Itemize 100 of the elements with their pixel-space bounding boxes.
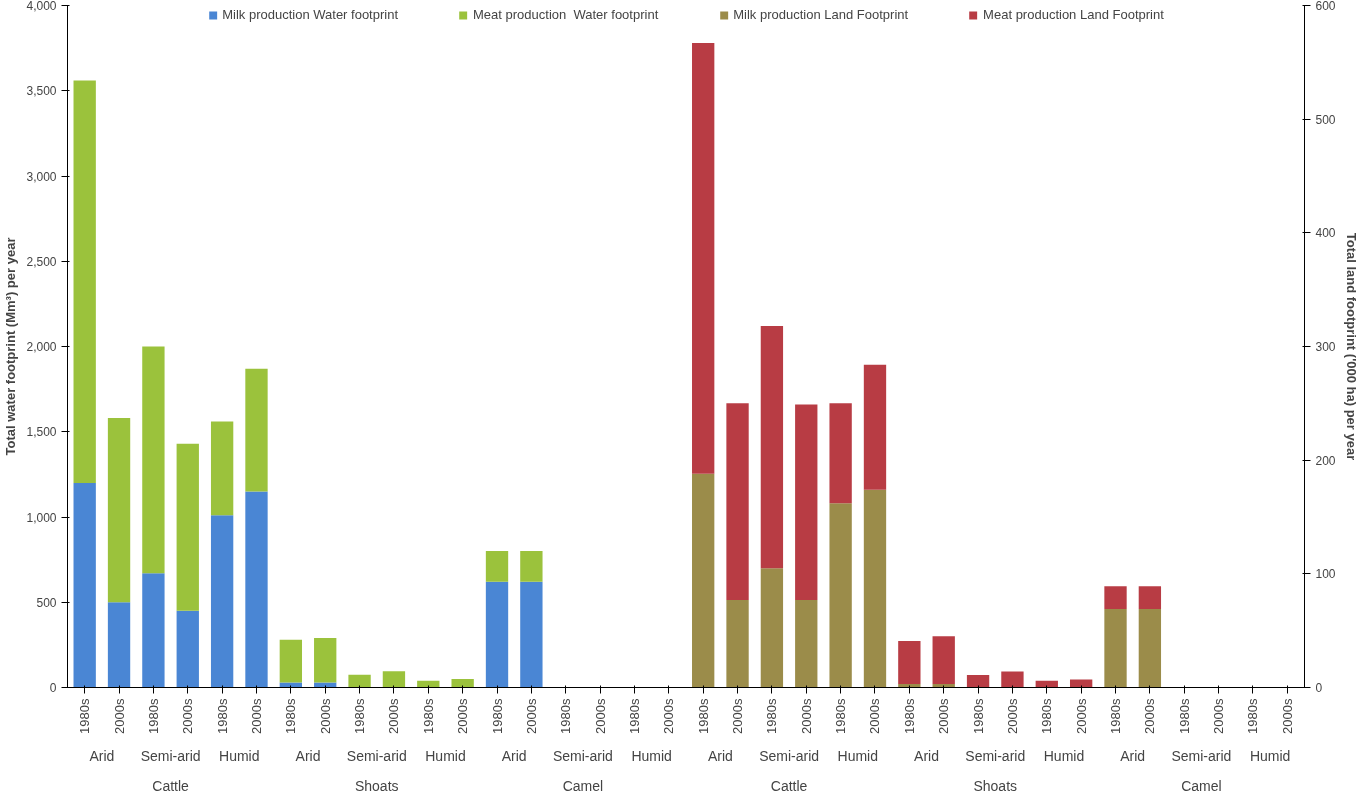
y-tick-label: 0 [49,681,57,695]
x-tick-label: 1980s [1108,698,1124,734]
bar [932,636,955,685]
text: Semi-arid [140,747,201,764]
bar [485,581,509,688]
x-tick-label: 2000s [180,698,196,734]
bar [279,639,303,683]
bar [142,573,165,688]
text: Humid [425,747,466,764]
bar [210,421,234,516]
text: Semi-arid [552,747,613,764]
bar [382,671,406,688]
x-tick-label: 2000s [1004,698,1020,734]
y2-tick-label: 200 [1315,453,1336,468]
text: Arid [1120,747,1146,764]
text: Semi-arid [759,747,820,764]
text: Arid [914,747,939,764]
x-tick-label: 1980s [77,698,93,734]
x-tick-label: 2000s [111,698,127,734]
bar [520,551,543,582]
x-tick-label: 1980s [214,698,230,734]
y2-tick-label: 100 [1315,567,1336,582]
bar [726,403,749,600]
y-tick-label: 2,000 [26,340,57,354]
text: Semi-arid [1171,747,1232,764]
bar [1138,609,1162,688]
x-tick-label: 2000s [1073,698,1089,734]
text: Semi-arid [965,747,1026,764]
bar [863,364,887,490]
text: Camel [562,777,604,794]
text: Cattle [770,777,808,794]
legend-label: Meat production Water footprint [473,7,659,22]
y2-tick-label: 300 [1315,340,1336,354]
bar [1104,586,1127,610]
bar [795,404,818,600]
x-tick-label: 1980s [833,698,849,734]
x-tick-label: 2000s [248,698,264,734]
x-tick-label: 1980s [1245,698,1261,734]
text: Humid [631,747,672,764]
bar [898,640,921,685]
y2-axis-title: Total land footprint ('000 ha) per year [1343,232,1359,461]
text: Humid [837,747,879,764]
y-tick-label: 1,000 [26,510,57,525]
y2-tick-label: 500 [1315,112,1336,127]
text: Shoats [354,777,399,794]
y-tick-label: 3,000 [26,169,57,184]
bar [451,678,474,688]
bar [795,599,818,688]
x-tick-label: 2000s [936,698,952,734]
x-tick-label: 2000s [730,698,746,734]
x-tick-label: 2000s [386,698,402,734]
x-tick-label: 1980s [420,698,436,734]
bar [829,503,852,688]
text: Camel [1181,777,1222,794]
bar [692,473,715,688]
y-tick-label: 1,500 [26,425,57,440]
bar [348,674,371,688]
x-tick-label: 1980s [352,698,368,734]
bar [142,346,165,574]
bar [176,610,199,688]
text: Arid [707,747,733,764]
y-tick-label: 500 [36,595,57,610]
bar [1138,586,1162,610]
text: Semi-arid [346,747,407,764]
x-tick-label: 2000s [455,698,471,734]
x-tick-label: 2000s [1279,698,1295,734]
text: Humid [1043,747,1085,764]
bar [245,491,268,688]
x-tick-label: 2000s [867,698,883,734]
x-tick-label: 1980s [626,698,642,734]
bar [863,489,887,688]
legend-label: Milk production Land Footprint [733,7,909,22]
x-tick-label: 2000s [317,698,333,734]
x-tick-label: 1980s [1176,698,1192,734]
x-tick-label: 2000s [592,698,608,734]
legend-label: Meat production Land Footprint [983,7,1164,22]
text: Arid [501,747,527,764]
bar [176,443,199,611]
y-tick-label: 3,500 [26,84,57,99]
bar [107,602,131,688]
x-tick-label: 1980s [764,698,780,734]
bar [210,515,234,688]
x-tick-label: 1980s [558,698,574,734]
bar [692,43,715,474]
text: Arid [89,747,115,764]
bar [966,675,990,688]
bar [314,682,337,688]
bar [107,418,131,603]
y2-tick-label: 400 [1315,226,1336,241]
x-tick-label: 2000s [661,698,677,734]
bar [760,326,784,569]
legend-label: Milk production Water footprint [222,7,399,22]
y-axis-title: Total water footprint (Mm³) per year [3,237,19,456]
x-tick-label: 1980s [901,698,917,734]
bar [726,599,749,688]
y2-tick-label: 600 [1315,0,1336,13]
bar [279,682,303,688]
x-tick-label: 2000s [1142,698,1158,734]
text: Arid [295,747,321,764]
x-tick-label: 2000s [523,698,539,734]
